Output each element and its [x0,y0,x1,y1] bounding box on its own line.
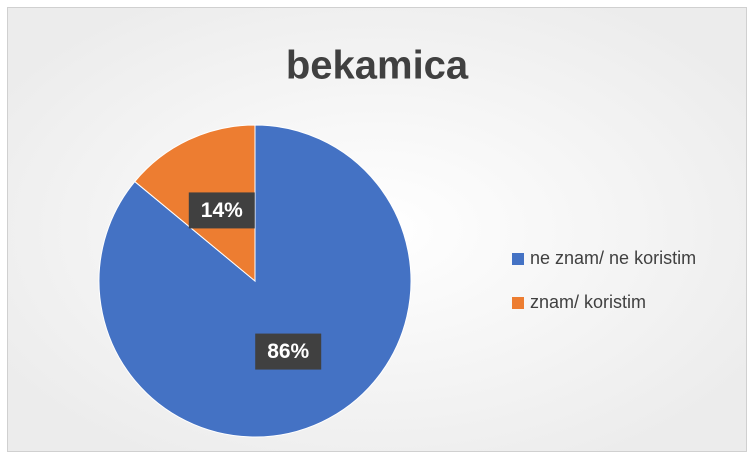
legend-label: znam/ koristim [530,292,646,312]
data-label-box [255,333,322,370]
data-label: 14% [201,199,243,222]
data-label-box [188,192,255,229]
chart-title: bekamica [286,44,469,88]
legend-swatch [512,253,524,265]
data-label: 86% [267,340,309,363]
legend-swatch [512,297,524,309]
legend-label: ne znam/ ne koristim [530,248,696,268]
